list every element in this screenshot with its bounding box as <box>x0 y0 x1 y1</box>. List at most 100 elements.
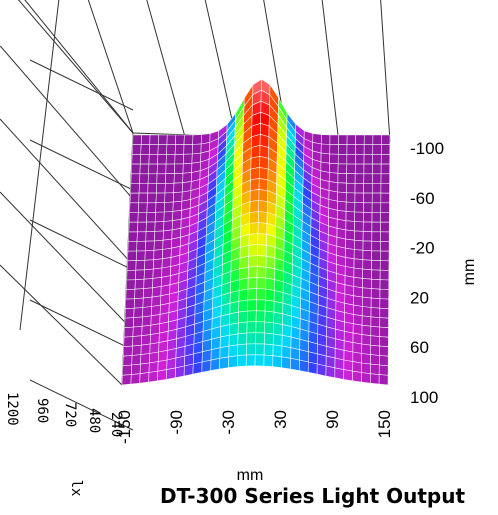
surface-cell <box>265 277 275 291</box>
wall-gridline <box>29 139 134 191</box>
surface-cell <box>329 144 339 155</box>
surface-cell <box>156 163 167 175</box>
surface-cell <box>133 297 144 309</box>
surface-cell <box>140 353 151 365</box>
wall-gridline <box>19 0 60 331</box>
surface-cell <box>144 259 155 271</box>
wall-gridline <box>87 0 134 134</box>
surface-cell <box>131 354 142 366</box>
surface-cell <box>247 288 258 301</box>
surface-cell <box>372 173 382 184</box>
surface-cell <box>264 299 275 313</box>
x-axis-label: mm <box>237 467 264 484</box>
surface-cell <box>254 343 265 356</box>
surface-cell <box>245 354 256 367</box>
surface-cell <box>237 343 248 357</box>
surface-cell <box>127 241 138 252</box>
surface-cell <box>130 363 141 375</box>
surface-cell <box>362 249 373 261</box>
surface-cell <box>258 200 268 213</box>
wall-gridline <box>29 59 134 111</box>
surface-cell <box>155 202 165 213</box>
surface-cell <box>164 182 175 194</box>
surface-cell <box>257 222 268 235</box>
surface-cell <box>343 369 354 382</box>
surface-cell <box>353 286 363 298</box>
y-tick-label: 20 <box>410 288 429 307</box>
surface-cell <box>379 326 389 338</box>
surface-cell <box>137 202 148 213</box>
surface-cell <box>328 181 339 193</box>
surface-cell <box>259 156 269 170</box>
surface-cell <box>361 296 372 308</box>
surface-cell <box>139 372 150 384</box>
surface-cell <box>329 134 339 145</box>
surface-cell <box>254 354 265 367</box>
surface-cell <box>142 287 153 299</box>
surface-cell <box>328 172 339 184</box>
surface-cell <box>239 266 249 280</box>
surface-cell <box>362 231 373 242</box>
surface-cell <box>343 340 354 353</box>
surface-cell <box>346 173 356 184</box>
surface-cell <box>150 323 161 335</box>
surface-cell <box>346 182 356 194</box>
surface-cell <box>353 239 364 251</box>
surface-cell <box>154 211 165 223</box>
surface-cell <box>354 183 365 194</box>
surface-cell <box>145 221 156 233</box>
surface-cell <box>157 369 168 382</box>
surface-cell <box>149 332 160 345</box>
surface-cell <box>352 323 363 335</box>
surface-cell <box>346 144 356 155</box>
surface-cell <box>370 344 380 356</box>
surface-cell <box>379 317 389 329</box>
surface-cell <box>363 134 374 145</box>
surface-cell <box>236 354 247 367</box>
surface-cell <box>129 202 140 213</box>
surface-cell <box>133 307 144 318</box>
surface-cell <box>132 325 143 337</box>
surface-cell <box>138 192 149 204</box>
surface-cell <box>370 363 380 375</box>
surface-cell <box>124 307 135 319</box>
surface-cell <box>125 298 135 310</box>
surface-cell <box>258 178 269 192</box>
surface-cell <box>135 259 146 271</box>
surface-cell <box>248 255 258 268</box>
surface-cell <box>370 316 381 328</box>
surface-cell <box>345 247 355 260</box>
surface-cell <box>147 173 158 184</box>
surface-cell <box>362 221 373 233</box>
surface-cell <box>140 343 151 355</box>
surface-cell <box>370 335 380 347</box>
surface-cell <box>379 279 390 290</box>
surface-cell <box>265 255 276 270</box>
surface-cell <box>290 347 301 361</box>
surface-cell <box>163 220 173 232</box>
surface-cell <box>352 370 362 383</box>
surface-cell <box>174 153 185 165</box>
surface-cell <box>163 201 174 213</box>
surface-cell <box>264 310 275 324</box>
surface-cell <box>354 202 364 213</box>
surface-cell <box>162 247 172 260</box>
surface-cell <box>378 374 389 386</box>
x-tick-label: 90 <box>323 410 342 429</box>
surface-cell <box>379 345 389 357</box>
surface-cell <box>344 257 355 269</box>
surface-cell <box>145 231 156 242</box>
surface-cell <box>370 354 380 366</box>
surface-cell <box>372 154 382 165</box>
y-axis-ticks: -100 -60 -20 20 60 100 <box>410 139 444 407</box>
surface-cell <box>219 334 230 349</box>
surface-cell <box>219 345 230 359</box>
surface-cell <box>137 212 148 223</box>
surface-cell <box>355 134 365 145</box>
surface-cell <box>343 350 354 362</box>
surface-cell <box>263 354 274 367</box>
surface-cell <box>256 288 266 301</box>
surface-cell <box>250 156 261 170</box>
surface-cell <box>256 266 267 279</box>
surface-cell <box>380 241 390 252</box>
